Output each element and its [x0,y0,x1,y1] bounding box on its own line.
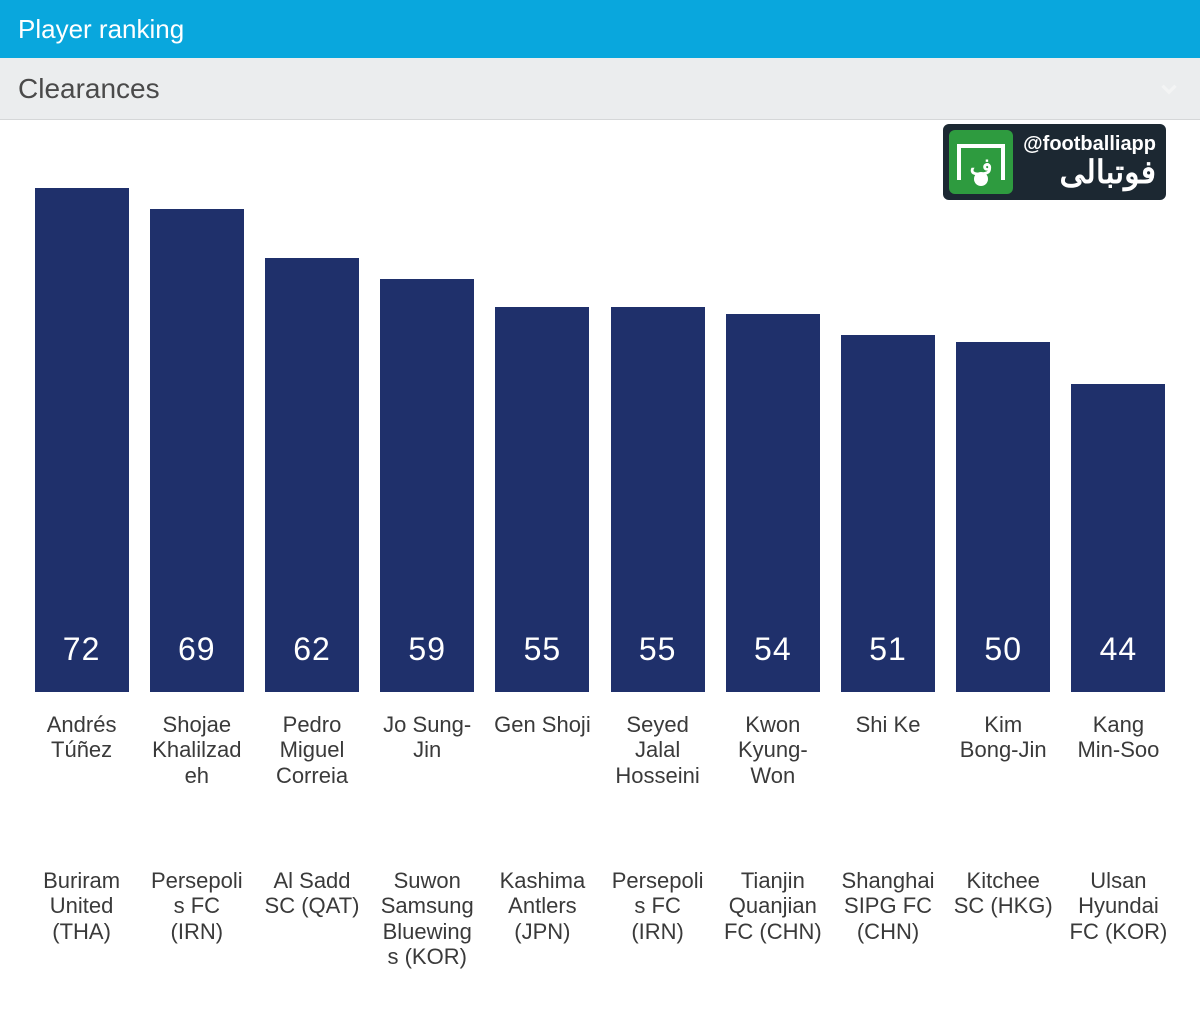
bar-value: 50 [984,631,1022,692]
bar: 72 [35,188,129,692]
player-name: Jo Sung-Jin [378,712,477,844]
player-name: Kwon Kyung-Won [723,712,822,844]
player-name: Andrés Túñez [32,712,131,844]
watermark-handle: @footballiapp [1023,133,1156,155]
bar: 44 [1071,384,1165,692]
bar: 51 [841,335,935,692]
bar-value: 59 [408,631,446,692]
bar: 50 [956,342,1050,692]
player-name: Gen Shoji [493,712,592,844]
bar-column: 51 Shi Ke Shanghai SIPG FC (CHN) [838,335,937,1018]
team-name: Buriram United (THA) [32,868,131,1018]
bar-column: 62 Pedro Miguel Correia Al Sadd SC (QAT) [262,258,361,1018]
team-name: Persepolis FC (IRN) [608,868,707,1018]
subheader-bar[interactable]: Clearances [0,58,1200,120]
bar: 62 [265,258,359,692]
bar: 55 [611,307,705,692]
bar-column: 59 Jo Sung-Jin Suwon Samsung Bluewings (KO… [378,279,477,1018]
bar-column: 54 Kwon Kyung-Won Tianjin Quanjian FC (CHN… [723,314,822,1018]
team-name: Shanghai SIPG FC (CHN) [838,868,937,1018]
bar-value: 44 [1100,631,1138,692]
bar: 59 [380,279,474,692]
bar: 55 [495,307,589,692]
team-name: Persepolis FC (IRN) [147,868,246,1018]
player-name: Seyed Jalal Hosseini [608,712,707,844]
team-name: Al Sadd SC (QAT) [262,868,361,1018]
bar-column: 55 Gen Shoji Kashima Antlers (JPN) [493,307,592,1018]
bar-value: 55 [639,631,677,692]
watermark-logo: ف [949,130,1013,194]
watermark-arabic: فوتبالی [1059,155,1156,190]
team-name: Kashima Antlers (JPN) [493,868,592,1018]
team-name: Kitchee SC (HKG) [954,868,1053,1018]
player-name: Kang Min-Soo [1069,712,1168,844]
team-name: Tianjin Quanjian FC (CHN) [723,868,822,1018]
bar-value: 54 [754,631,792,692]
team-name: Ulsan Hyundai FC (KOR) [1069,868,1168,1018]
watermark-text: @footballiapp فوتبالی [1023,133,1156,190]
bar: 54 [726,314,820,692]
bar-column: 55 Seyed Jalal Hosseini Persepolis FC (IRN… [608,307,707,1018]
bar-value: 72 [63,631,101,692]
bar-value: 62 [293,631,331,692]
bar-column: 69 Shojae Khalilzadeh Persepolis FC (IRN) [147,209,246,1018]
bar: 69 [150,209,244,692]
ball-icon [974,172,988,186]
clearances-bar-chart: ف @footballiapp فوتبالی 72 Andrés Túñez Bu… [0,120,1200,1018]
chevron-down-icon [1156,76,1182,102]
bar-column: 44 Kang Min-Soo Ulsan Hyundai FC (KOR) [1069,384,1168,1018]
player-name: Kim Bong-Jin [954,712,1053,844]
watermark-badge: ف @footballiapp فوتبالی [943,124,1166,200]
goal-icon: ف [957,144,1005,180]
bar-value: 69 [178,631,216,692]
bar-column: 50 Kim Bong-Jin Kitchee SC (HKG) [954,342,1053,1018]
bar-value: 55 [524,631,562,692]
player-name: Pedro Miguel Correia [262,712,361,844]
header-bar: Player ranking [0,0,1200,58]
player-name: Shojae Khalilzadeh [147,712,246,844]
bar-column: 72 Andrés Túñez Buriram United (THA) [32,188,131,1018]
team-name: Suwon Samsung Bluewings (KOR) [378,868,477,1018]
subheader-title: Clearances [18,73,160,105]
bar-value: 51 [869,631,907,692]
player-name: Shi Ke [838,712,937,844]
header-title: Player ranking [18,14,184,45]
